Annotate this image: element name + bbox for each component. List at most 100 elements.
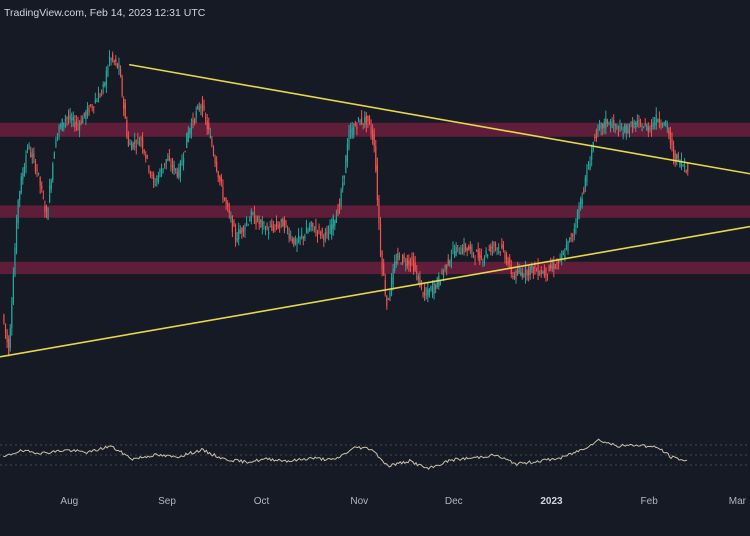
bull-candle <box>190 123 193 134</box>
bear-candle <box>543 270 545 276</box>
bull-candle <box>12 274 14 304</box>
x-tick-oct: Oct <box>254 496 270 507</box>
bull-candle <box>345 155 347 174</box>
bear-candle <box>422 292 424 296</box>
bull-candle <box>52 163 54 181</box>
bull-candle <box>452 248 454 250</box>
bull-candle <box>160 169 163 177</box>
bear-candle <box>461 248 464 253</box>
bull-candle <box>9 328 11 348</box>
bull-candle <box>564 254 566 259</box>
bull-candle <box>523 275 525 277</box>
bear-candle <box>140 137 142 141</box>
bull-candle <box>444 265 446 270</box>
bear-candle <box>490 246 492 252</box>
bull-candle <box>301 234 303 237</box>
bull-candle <box>453 250 456 257</box>
bull-candle <box>684 165 686 168</box>
tradingview-watermark: TradingView.com, Feb 14, 2023 12:31 UTC <box>4 7 206 19</box>
bull-candle <box>335 215 337 223</box>
bull-candle <box>324 232 326 236</box>
bull-candle <box>72 116 74 121</box>
bull-candle <box>238 229 240 240</box>
bull-candle <box>439 279 441 286</box>
bear-candle <box>198 108 200 110</box>
candlesticks <box>3 50 689 357</box>
bear-candle <box>149 171 152 175</box>
bull-candle <box>130 143 133 151</box>
bear-candle <box>537 264 539 276</box>
bear-candle <box>241 228 243 233</box>
bull-candle <box>584 177 586 188</box>
bull-candle <box>460 252 462 255</box>
bear-candle <box>411 256 413 261</box>
bear-candle <box>468 246 470 251</box>
bull-candle <box>394 262 396 272</box>
bear-candle <box>632 121 634 131</box>
bull-candle <box>175 168 177 171</box>
bull-candle <box>417 275 419 280</box>
bull-candle <box>581 198 583 204</box>
bear-candle <box>99 95 101 97</box>
bull-candle <box>162 168 164 171</box>
bear-candle <box>356 126 358 129</box>
bear-candle <box>115 59 117 62</box>
bear-candle <box>321 228 323 233</box>
bear-candle <box>408 259 410 265</box>
bear-candle <box>203 105 205 110</box>
bear-candle <box>91 107 93 109</box>
bull-candle <box>26 147 29 150</box>
bear-candle <box>386 296 388 306</box>
bull-candle <box>181 160 183 166</box>
bull-candle <box>498 247 500 249</box>
bull-candle <box>425 294 427 296</box>
bear-candle <box>413 258 415 272</box>
bear-candle <box>320 232 322 236</box>
bull-candle <box>680 159 683 167</box>
bear-candle <box>595 130 597 139</box>
bull-candle <box>343 175 345 179</box>
bull-candle <box>573 228 575 233</box>
bear-candle <box>93 106 95 108</box>
bull-candle <box>551 266 553 269</box>
bear-candle <box>362 123 364 125</box>
bear-candle <box>556 262 558 264</box>
bull-candle <box>661 126 664 128</box>
bull-candle <box>427 288 429 295</box>
bear-candle <box>424 287 426 296</box>
bull-candle <box>591 149 593 160</box>
bear-candle <box>233 221 235 227</box>
bear-candle <box>66 117 68 120</box>
bull-candle <box>15 218 18 253</box>
bull-candle <box>94 99 96 103</box>
bull-candle <box>307 229 309 233</box>
bear-candle <box>639 120 642 124</box>
bear-candle <box>553 263 555 270</box>
bear-candle <box>499 251 501 253</box>
bear-candle <box>168 156 170 160</box>
bear-candle <box>222 186 224 199</box>
bull-candle <box>619 125 621 129</box>
bull-candle <box>263 222 265 224</box>
bull-candle <box>518 270 520 272</box>
x-tick-mar: Mar <box>729 496 747 507</box>
bull-candle <box>134 140 136 144</box>
bull-candle <box>329 224 331 234</box>
bear-candle <box>338 204 341 207</box>
bear-candle <box>214 156 216 164</box>
bull-candle <box>655 113 657 126</box>
bear-candle <box>502 244 505 250</box>
bear-candle <box>650 124 653 130</box>
bull-candle <box>471 246 473 253</box>
bear-candle <box>113 60 115 63</box>
bear-candle <box>378 197 380 224</box>
bull-candle <box>268 231 270 235</box>
bull-candle <box>247 224 249 226</box>
trendline-2 <box>0 225 750 358</box>
bull-candle <box>23 166 26 177</box>
bear-candle <box>477 249 479 259</box>
bull-candle <box>531 264 533 269</box>
bear-candle <box>493 242 495 246</box>
bear-candle <box>627 127 629 133</box>
